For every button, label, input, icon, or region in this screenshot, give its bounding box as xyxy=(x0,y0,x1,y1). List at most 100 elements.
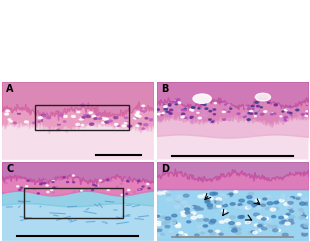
Circle shape xyxy=(268,113,271,114)
Circle shape xyxy=(288,116,291,117)
Circle shape xyxy=(38,117,42,119)
Circle shape xyxy=(185,208,189,210)
Circle shape xyxy=(206,104,209,105)
Circle shape xyxy=(166,194,170,196)
Circle shape xyxy=(250,113,253,114)
Circle shape xyxy=(5,182,7,183)
Circle shape xyxy=(177,102,181,104)
Circle shape xyxy=(306,111,308,112)
Circle shape xyxy=(189,206,193,208)
Circle shape xyxy=(187,221,191,223)
Circle shape xyxy=(175,225,181,228)
Circle shape xyxy=(77,111,80,113)
Circle shape xyxy=(249,231,254,234)
Circle shape xyxy=(181,201,187,204)
Circle shape xyxy=(136,116,139,118)
Circle shape xyxy=(127,125,131,127)
Circle shape xyxy=(157,192,162,194)
Circle shape xyxy=(55,186,58,187)
Circle shape xyxy=(265,200,269,202)
Circle shape xyxy=(186,211,189,213)
Circle shape xyxy=(169,113,172,114)
Circle shape xyxy=(175,102,177,103)
Circle shape xyxy=(288,208,292,210)
Circle shape xyxy=(166,217,171,220)
Circle shape xyxy=(304,224,310,227)
Circle shape xyxy=(184,117,187,118)
Circle shape xyxy=(138,116,141,117)
Circle shape xyxy=(203,111,205,113)
Circle shape xyxy=(84,114,88,116)
Circle shape xyxy=(297,113,300,114)
Circle shape xyxy=(255,113,257,114)
Circle shape xyxy=(105,121,109,123)
Circle shape xyxy=(229,222,234,225)
Circle shape xyxy=(196,110,199,111)
Circle shape xyxy=(92,115,96,117)
Circle shape xyxy=(157,191,161,193)
Circle shape xyxy=(179,232,183,234)
Circle shape xyxy=(223,204,228,207)
Circle shape xyxy=(272,225,277,228)
Circle shape xyxy=(283,118,286,120)
Circle shape xyxy=(191,110,194,111)
Circle shape xyxy=(254,213,259,216)
Circle shape xyxy=(198,195,203,198)
Circle shape xyxy=(125,117,128,119)
Circle shape xyxy=(170,109,173,111)
Circle shape xyxy=(255,116,256,117)
Circle shape xyxy=(258,223,264,227)
Circle shape xyxy=(58,179,60,180)
Circle shape xyxy=(201,225,205,227)
Circle shape xyxy=(276,201,279,203)
Circle shape xyxy=(149,119,153,121)
Circle shape xyxy=(145,118,148,119)
Circle shape xyxy=(288,107,290,108)
Circle shape xyxy=(70,177,73,178)
Circle shape xyxy=(302,232,307,235)
Circle shape xyxy=(162,191,168,194)
Circle shape xyxy=(33,122,35,123)
Circle shape xyxy=(120,183,122,184)
Circle shape xyxy=(217,201,222,204)
Circle shape xyxy=(237,228,241,230)
Circle shape xyxy=(286,213,290,215)
Circle shape xyxy=(247,108,250,109)
Circle shape xyxy=(90,123,94,125)
Circle shape xyxy=(156,234,161,237)
Circle shape xyxy=(169,105,171,106)
Circle shape xyxy=(213,206,218,209)
Circle shape xyxy=(96,185,98,186)
Circle shape xyxy=(157,229,162,231)
Circle shape xyxy=(185,205,190,208)
Circle shape xyxy=(184,109,187,111)
Circle shape xyxy=(287,108,290,110)
Circle shape xyxy=(296,198,300,200)
Circle shape xyxy=(251,231,255,233)
Circle shape xyxy=(47,191,49,193)
Text: D: D xyxy=(161,164,169,174)
Circle shape xyxy=(263,198,267,200)
Circle shape xyxy=(138,189,140,190)
Circle shape xyxy=(40,184,42,185)
Circle shape xyxy=(154,221,159,224)
Circle shape xyxy=(197,112,199,113)
Circle shape xyxy=(78,124,81,126)
Circle shape xyxy=(301,224,306,227)
Circle shape xyxy=(266,225,272,228)
Circle shape xyxy=(246,214,250,215)
Circle shape xyxy=(94,118,97,120)
Circle shape xyxy=(179,234,184,237)
Circle shape xyxy=(290,113,292,114)
Circle shape xyxy=(240,215,244,218)
Circle shape xyxy=(305,217,310,220)
Circle shape xyxy=(229,193,233,195)
Circle shape xyxy=(83,122,87,124)
Circle shape xyxy=(133,118,136,119)
Circle shape xyxy=(128,189,130,191)
Circle shape xyxy=(255,93,270,101)
Circle shape xyxy=(161,233,165,235)
Circle shape xyxy=(190,109,193,111)
Circle shape xyxy=(37,193,39,194)
Circle shape xyxy=(53,187,55,188)
